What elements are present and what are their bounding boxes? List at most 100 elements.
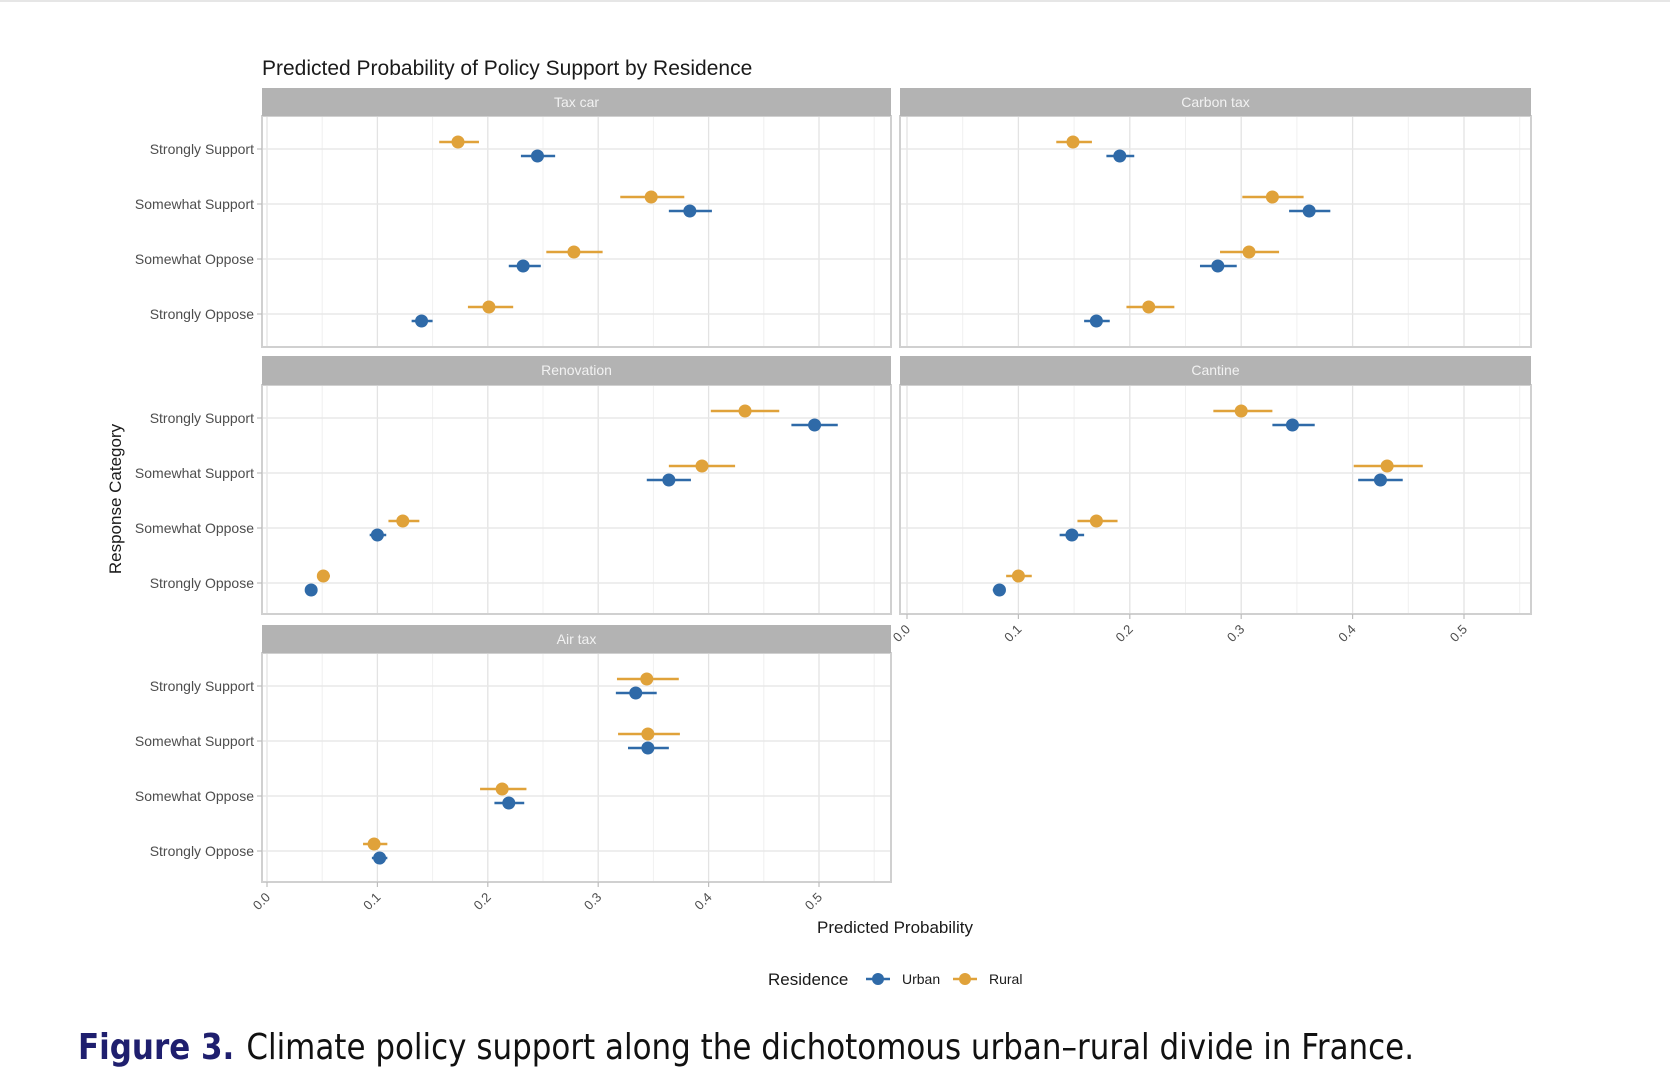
point-rural [482, 300, 496, 314]
y-axis-label: Response Category [106, 423, 125, 574]
point-urban [1285, 418, 1299, 432]
top-border [0, 0, 1670, 2]
point-rural [1066, 135, 1080, 149]
facet-strip-label: Carbon tax [1181, 94, 1249, 110]
point-urban [629, 686, 643, 700]
y-tick-label: Strongly Oppose [150, 306, 254, 322]
x-tick-label: 0.1 [360, 890, 383, 913]
legend-label: Urban [902, 971, 940, 987]
point-urban [992, 583, 1006, 597]
panel-background [261, 384, 892, 615]
x-tick-label: 0.2 [471, 890, 494, 913]
legend-item-rural: Rural [953, 971, 1022, 987]
point-rural [1380, 459, 1394, 473]
panel-cantine: Cantine 0.0 0.1 0.2 0.3 0.4 0.5 [890, 356, 1532, 645]
y-tick-label: Strongly Support [150, 410, 254, 426]
point-rural [695, 459, 709, 473]
y-tick-label: Somewhat Support [135, 733, 254, 749]
point-urban [808, 418, 822, 432]
legend-label: Rural [989, 971, 1022, 987]
point-rural [1089, 514, 1103, 528]
point-rural [396, 514, 410, 528]
point-urban [1113, 149, 1127, 163]
y-tick-label: Somewhat Oppose [135, 251, 254, 267]
y-tick-label: Strongly Oppose [150, 575, 254, 591]
y-tick-label: Somewhat Oppose [135, 520, 254, 536]
point-rural [641, 727, 655, 741]
point-urban [1373, 473, 1387, 487]
facet-strip [262, 356, 891, 385]
point-urban [304, 583, 318, 597]
x-tick-label: 0.5 [1447, 622, 1470, 645]
panel-air-tax: Air tax Strongly Support Somewhat Support S… [135, 625, 892, 913]
facet-strip-label: Air tax [557, 631, 597, 647]
panel-background [261, 115, 892, 348]
x-axis-label: Predicted Probability [817, 918, 973, 937]
point-urban [516, 259, 530, 273]
panel-tax-car: Tax car Strongly Support Somewhat Support S… [135, 88, 892, 348]
point-urban [662, 473, 676, 487]
caption-text: Climate policy support along the dichoto… [246, 1027, 1415, 1068]
x-tick-label: 0.3 [581, 890, 604, 913]
panel-carbon-tax: Carbon tax [899, 88, 1532, 348]
panel-background [899, 384, 1532, 615]
facet-strip [262, 88, 891, 116]
panel-background [261, 652, 892, 883]
y-tick-label: Somewhat Support [135, 465, 254, 481]
point-rural [1234, 404, 1248, 418]
point-rural [738, 404, 752, 418]
point-rural [1265, 190, 1279, 204]
point-urban [683, 204, 697, 218]
panels: Tax car Strongly Support Somewhat Support S… [135, 88, 1532, 913]
x-tick-label: 0.4 [1335, 622, 1358, 645]
legend-key-point [872, 973, 884, 985]
point-rural [316, 569, 330, 583]
legend-item-urban: Urban [866, 971, 940, 987]
x-tick-label: 0.1 [1001, 622, 1024, 645]
point-urban [373, 851, 387, 865]
point-rural [451, 135, 465, 149]
point-rural [495, 782, 509, 796]
point-urban [530, 149, 544, 163]
x-tick-label: 0.0 [250, 890, 273, 913]
facet-strip-label: Renovation [541, 362, 612, 378]
facet-strip [900, 88, 1531, 116]
point-urban [1211, 259, 1225, 273]
point-urban [1065, 528, 1079, 542]
y-tick-label: Somewhat Support [135, 196, 254, 212]
legend-key-point [959, 973, 971, 985]
point-rural [644, 190, 658, 204]
point-rural [1142, 300, 1156, 314]
facet-strip-label: Tax car [554, 94, 599, 110]
point-urban [641, 741, 655, 755]
facet-strip [262, 625, 891, 653]
point-urban [502, 796, 516, 810]
panel-background [899, 115, 1532, 348]
facet-strip [900, 356, 1531, 385]
chart-title: Predicted Probability of Policy Support … [262, 57, 752, 80]
point-rural [1011, 569, 1025, 583]
point-urban [415, 314, 429, 328]
x-tick-label: 0.0 [890, 622, 913, 645]
point-rural [1242, 245, 1256, 259]
legend: Residence Urban Rural [768, 970, 1022, 989]
figure-caption: Figure 3. Climate policy support along th… [78, 1027, 1414, 1068]
y-tick-label: Somewhat Oppose [135, 788, 254, 804]
point-rural [567, 245, 581, 259]
x-tick-label: 0.2 [1113, 622, 1136, 645]
panel-renovation: Renovation Strongly Support Somewhat Suppo… [135, 356, 892, 615]
x-tick-label: 0.3 [1224, 622, 1247, 645]
figure-label: Figure 3. [78, 1027, 235, 1068]
y-tick-label: Strongly Oppose [150, 843, 254, 859]
x-tick-label: 0.5 [802, 890, 825, 913]
point-rural [367, 837, 381, 851]
legend-title: Residence [768, 970, 848, 989]
y-tick-label: Strongly Support [150, 678, 254, 694]
point-urban [1089, 314, 1103, 328]
facet-strip-label: Cantine [1191, 362, 1239, 378]
x-tick-label: 0.4 [691, 890, 714, 913]
point-rural [640, 672, 654, 686]
y-tick-label: Strongly Support [150, 141, 254, 157]
point-urban [370, 528, 384, 542]
